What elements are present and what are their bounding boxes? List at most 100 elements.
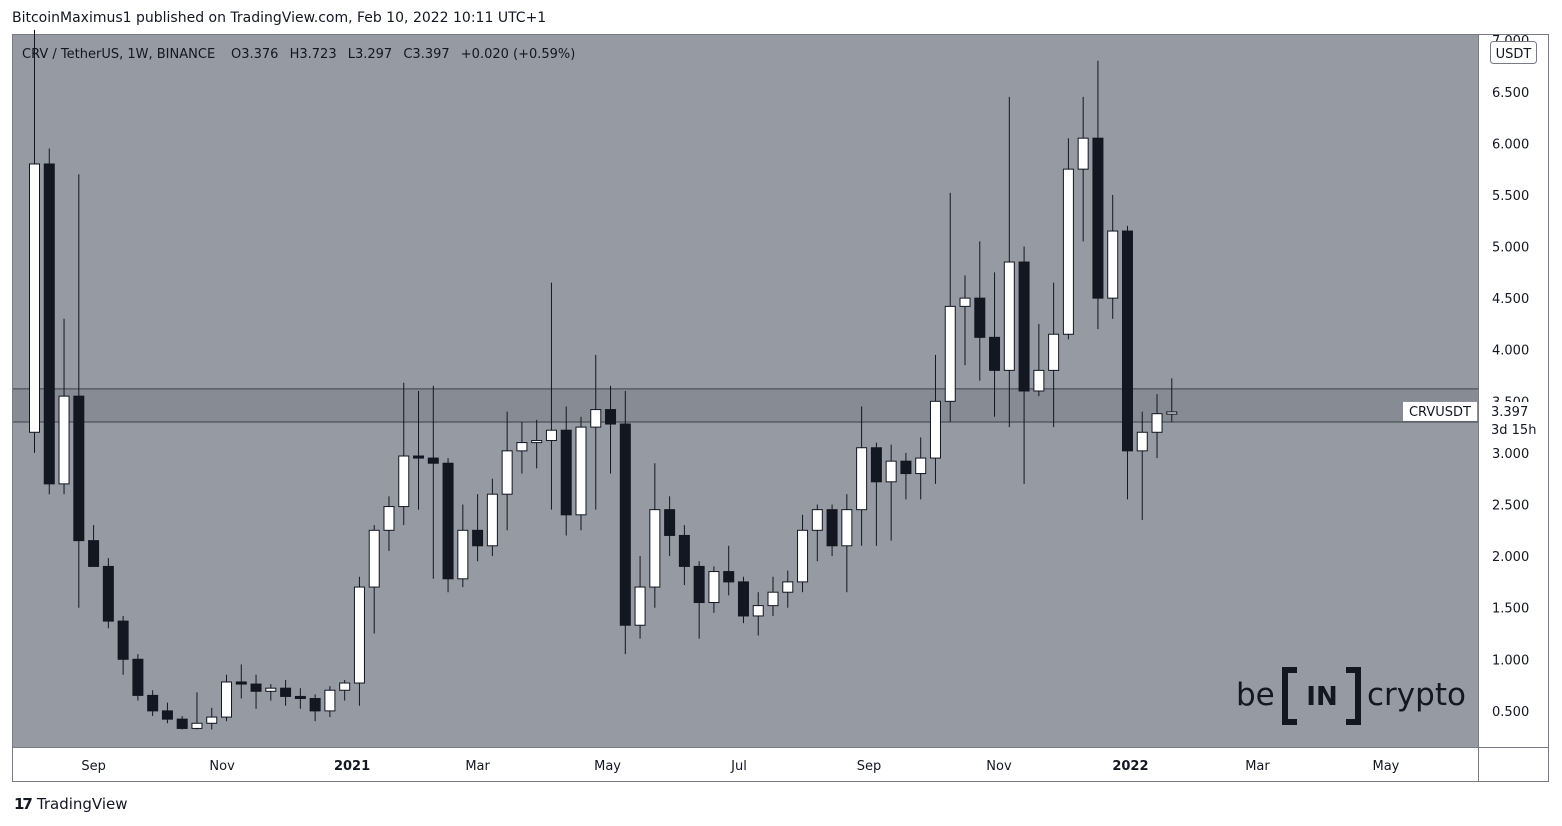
candle-body: [516, 442, 528, 452]
price-tick-label: 4.500: [1492, 292, 1529, 307]
candle-body: [708, 571, 720, 604]
price-tick-label: 4.000: [1492, 344, 1529, 359]
price-tick-label: 3.000: [1492, 447, 1529, 462]
candle-body: [132, 658, 144, 696]
price-tick-label: 6.000: [1492, 137, 1529, 152]
candle-body: [634, 586, 646, 626]
ohlc-low-value: 3.297: [355, 47, 392, 62]
candle-body: [1136, 431, 1148, 452]
candle-body: [442, 462, 454, 580]
watermark-bracket-right-icon: [1346, 667, 1361, 725]
candle-body: [1107, 230, 1119, 299]
candle-body: [959, 297, 971, 307]
candle-body: [575, 426, 587, 516]
candle-body: [235, 681, 247, 685]
candle-body: [486, 493, 498, 547]
candle-body: [885, 460, 897, 483]
footer-brand: TradingView: [36, 795, 128, 813]
ohlc-open-label: O: [231, 47, 241, 62]
tradingview-logo-icon: 17: [14, 795, 33, 813]
ohlc-legend: O3.376 H3.723 L3.297 C3.397 +0.020 (+0.5…: [231, 47, 575, 62]
candle-body: [472, 529, 484, 547]
candle-body: [1018, 261, 1030, 392]
candle-body: [649, 509, 661, 588]
candle-body: [974, 297, 986, 338]
currency-box[interactable]: [1490, 41, 1537, 64]
time-tick-label: May: [1373, 759, 1400, 774]
candle-body: [58, 395, 70, 485]
candle-body: [678, 534, 690, 567]
watermark-be: be: [1236, 677, 1275, 713]
candle-body: [560, 429, 572, 516]
watermark-bracket-left-icon: [1282, 667, 1297, 725]
candle-body: [339, 682, 351, 691]
candle-body: [619, 423, 631, 626]
candles-layer: [29, 29, 1178, 730]
candle-body: [870, 447, 882, 483]
candle-body: [398, 455, 410, 508]
candle-body: [221, 681, 233, 718]
time-tick-label: May: [594, 759, 621, 774]
ohlc-high-label: H: [290, 47, 300, 62]
candle-body: [811, 509, 823, 531]
candle-body: [737, 581, 749, 617]
candle-body: [929, 400, 941, 459]
candle-body: [265, 687, 277, 692]
current-price-tag: [1479, 401, 1539, 440]
time-tick-label: Jul: [730, 759, 747, 774]
price-tick-label: 2.500: [1492, 499, 1529, 514]
candle-body: [944, 305, 956, 402]
candle-body: [191, 722, 203, 729]
currency-label: USDT: [1496, 47, 1532, 62]
footer: 17 TradingView: [14, 795, 128, 813]
candle-body: [915, 457, 927, 475]
candle-body: [102, 565, 114, 622]
candle-body: [1077, 137, 1089, 170]
candle-body: [353, 586, 365, 684]
current-price-value: 3.397: [1491, 405, 1528, 420]
ohlc-open-value: 3.376: [241, 47, 278, 62]
candle-body: [161, 710, 173, 720]
price-tick-label: 5.500: [1492, 189, 1529, 204]
candle-body: [43, 163, 55, 485]
candle-body: [1033, 369, 1045, 392]
ohlc-low-label: L: [348, 47, 356, 62]
ohlc-close-label: C: [403, 47, 412, 62]
candle-body: [427, 457, 439, 464]
price-chart: 0.5001.0001.5002.0002.5003.0003.5004.000…: [12, 29, 1549, 782]
symbol-tag: [1403, 401, 1477, 421]
candle-body: [457, 529, 469, 580]
candle-body: [1151, 413, 1163, 433]
time-tick-label: Mar: [465, 759, 490, 774]
watermark-in: IN: [1306, 682, 1337, 712]
candle-body: [841, 509, 853, 547]
candle-body: [324, 689, 336, 712]
beincrypto-watermark: be IN crypto: [1236, 667, 1466, 725]
candle-body: [176, 718, 188, 729]
time-tick-label: Sep: [81, 759, 106, 774]
price-tick-label: 6.500: [1492, 86, 1529, 101]
price-tick-label: 1.000: [1492, 653, 1529, 668]
candle-body: [309, 698, 321, 712]
time-axis: Sep Nov 2021 Mar May Jul Sep Nov 2022 Mar May: [81, 759, 1399, 774]
ohlc-close-value: 3.397: [412, 47, 449, 62]
time-tick-label: Nov: [209, 759, 235, 774]
candle-body: [545, 429, 557, 442]
candle-body: [1121, 230, 1133, 452]
candle-body: [294, 695, 306, 700]
candle-body: [782, 581, 794, 593]
price-tick-label: 5.000: [1492, 241, 1529, 256]
candle-body: [900, 460, 912, 475]
candle-body: [826, 509, 838, 547]
candle-body: [752, 605, 764, 617]
candle-body: [413, 455, 425, 459]
candle-body: [989, 336, 1001, 371]
watermark-crypto: crypto: [1367, 677, 1466, 713]
candle-body: [767, 591, 779, 607]
price-tick-label: 2.000: [1492, 550, 1529, 565]
candle-body: [147, 694, 159, 712]
time-tick-label: Mar: [1245, 759, 1270, 774]
candle-body: [693, 565, 705, 604]
candle-body: [250, 683, 262, 692]
candle-body: [206, 716, 218, 724]
